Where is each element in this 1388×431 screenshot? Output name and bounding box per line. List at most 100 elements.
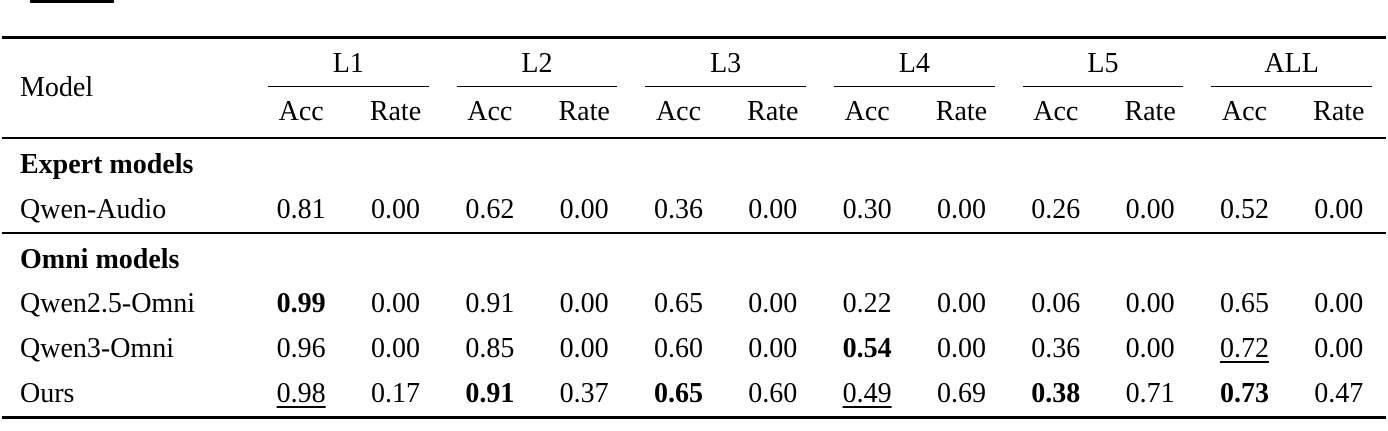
- subheader-l1-acc: Acc: [278, 95, 324, 127]
- value-text: 0.81: [276, 193, 326, 225]
- value-cell: 0.99: [254, 282, 348, 327]
- group-label: L4: [833, 47, 995, 87]
- value-text: 0.00: [936, 193, 986, 225]
- value-text: 0.65: [1219, 288, 1269, 320]
- value-cell: 0.54: [820, 327, 914, 372]
- value-cell: 0.00: [537, 187, 631, 233]
- subheader-all-rate: Rate: [1313, 95, 1365, 127]
- value-cell: 0.36: [1009, 327, 1103, 372]
- value-cell: 0.37: [537, 371, 631, 417]
- value-cell: 0.47: [1292, 371, 1386, 417]
- value-cell: 0.65: [1197, 282, 1291, 327]
- value-cell: 0.00: [348, 327, 442, 372]
- group-header-l5: L5: [1009, 38, 1198, 87]
- value-text: 0.54: [842, 333, 892, 365]
- group-label: L1: [268, 47, 429, 87]
- value-cell: 0.00: [1103, 282, 1197, 327]
- subheader-l1-rate: Rate: [369, 95, 422, 127]
- value-text: 0.99: [276, 288, 326, 320]
- value-text: 0.60: [748, 377, 798, 409]
- value-cell: 0.00: [348, 187, 442, 233]
- table-row: Qwen-Audio 0.81 0.00 0.62 0.00 0.36 0.00 0.30 0.…: [2, 187, 1386, 233]
- value-cell: 0.72: [1197, 327, 1291, 372]
- subheader-l5-acc: Acc: [1033, 95, 1079, 127]
- value-text: 0.38: [1031, 377, 1081, 409]
- value-text: 0.00: [559, 333, 609, 365]
- subheader-l3-acc: Acc: [655, 95, 702, 127]
- value-text: 0.49: [842, 377, 892, 409]
- value-cell: 0.65: [631, 282, 725, 327]
- value-cell: 0.06: [1009, 282, 1103, 327]
- value-cell: 0.00: [1292, 187, 1386, 233]
- value-text: 0.00: [1125, 288, 1175, 320]
- model-column-header: Model: [20, 72, 94, 104]
- value-cell: 0.00: [537, 327, 631, 372]
- value-text: 0.00: [1314, 193, 1364, 225]
- subheader-l2-rate: Rate: [558, 95, 610, 127]
- value-text: 0.00: [370, 333, 420, 365]
- group-header-l3: L3: [631, 38, 820, 87]
- value-text: 0.85: [465, 333, 515, 365]
- value-text: 0.62: [465, 193, 515, 225]
- value-text: 0.17: [370, 377, 420, 409]
- value-text: 0.36: [653, 193, 703, 225]
- group-label: L5: [1022, 47, 1184, 87]
- model-name: Qwen2.5-Omni: [20, 288, 195, 320]
- value-cell: 0.38: [1009, 371, 1103, 417]
- value-cell: 0.00: [537, 282, 631, 327]
- section-title: Expert models: [20, 149, 194, 181]
- value-cell: 0.00: [1103, 187, 1197, 233]
- subheader-l2-acc: Acc: [467, 95, 513, 127]
- section-1: Omni models Qwen2.5-Omni 0.99 0.00 0.91 0.00 0…: [2, 232, 1386, 417]
- value-text: 0.26: [1031, 193, 1081, 225]
- value-cell: 0.00: [914, 327, 1008, 372]
- value-cell: 0.81: [254, 187, 348, 233]
- value-cell: 0.96: [254, 327, 348, 372]
- value-cell: 0.00: [726, 282, 820, 327]
- subheader-all-acc: Acc: [1221, 95, 1267, 127]
- value-text: 0.96: [276, 333, 326, 365]
- value-text: 0.52: [1219, 193, 1269, 225]
- value-cell: 0.00: [348, 282, 442, 327]
- value-text: 0.00: [559, 288, 609, 320]
- value-text: 0.00: [559, 193, 609, 225]
- value-text: 0.00: [370, 288, 420, 320]
- section-title-row: Expert models: [2, 138, 1386, 187]
- value-cell: 0.69: [914, 371, 1008, 417]
- value-cell: 0.73: [1197, 371, 1291, 417]
- value-cell: 0.36: [631, 187, 725, 233]
- value-text: 0.69: [936, 377, 986, 409]
- section-title: Omni models: [20, 243, 180, 275]
- value-text: 0.00: [936, 333, 986, 365]
- value-cell: 0.00: [1292, 282, 1386, 327]
- value-text: 0.00: [1314, 288, 1364, 320]
- value-text: 0.36: [1031, 333, 1081, 365]
- value-text: 0.22: [842, 288, 892, 320]
- value-cell: 0.17: [348, 371, 442, 417]
- subheader-l4-rate: Rate: [935, 95, 988, 127]
- group-header-all: ALL: [1197, 38, 1386, 87]
- section-title-row: Omni models: [2, 233, 1386, 282]
- group-header-l4: L4: [820, 38, 1009, 87]
- table-row: Qwen3-Omni 0.96 0.00 0.85 0.00 0.60 0.00 0.54 0.…: [2, 327, 1386, 372]
- value-text: 0.73: [1219, 377, 1269, 409]
- value-cell: 0.49: [820, 371, 914, 417]
- value-text: 0.91: [465, 288, 515, 320]
- value-cell: 0.00: [1292, 327, 1386, 372]
- value-cell: 0.00: [1103, 327, 1197, 372]
- value-text: 0.00: [1125, 333, 1175, 365]
- value-text: 0.91: [465, 377, 515, 409]
- value-cell: 0.60: [631, 327, 725, 372]
- value-cell: 0.00: [914, 282, 1008, 327]
- model-name: Ours: [20, 377, 75, 409]
- value-text: 0.65: [653, 288, 703, 320]
- table-row: Ours 0.98 0.17 0.91 0.37 0.65 0.60 0.49 0.69 0.38…: [2, 371, 1386, 417]
- value-text: 0.65: [653, 377, 703, 409]
- group-label: L2: [456, 47, 618, 87]
- value-text: 0.00: [748, 193, 798, 225]
- value-cell: 0.00: [726, 187, 820, 233]
- group-label: L3: [645, 47, 806, 87]
- value-text: 0.72: [1219, 333, 1269, 365]
- subheader-l4-acc: Acc: [844, 95, 890, 127]
